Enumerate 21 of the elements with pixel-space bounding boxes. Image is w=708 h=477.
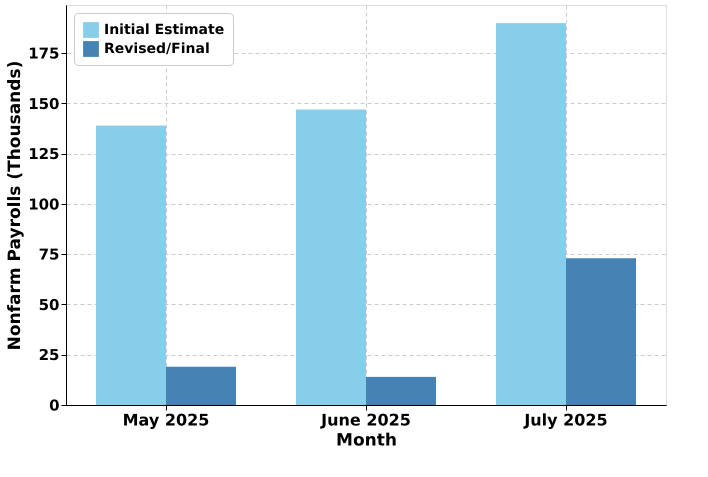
legend-label: Initial Estimate bbox=[104, 22, 224, 38]
x-tick-label: July 2025 bbox=[523, 410, 608, 430]
x-axis-title: Month bbox=[336, 430, 397, 450]
bar bbox=[166, 366, 236, 405]
y-tick-label: 25 bbox=[38, 346, 60, 364]
y-tick-label: 75 bbox=[38, 246, 60, 264]
bar bbox=[366, 376, 436, 405]
y-axis-title: Nonfarm Payrolls (Thousands) bbox=[5, 60, 26, 350]
y-tick-label: 0 bbox=[49, 396, 60, 414]
y-tick-label: 50 bbox=[38, 296, 60, 314]
y-tick-label: 100 bbox=[28, 195, 60, 214]
legend-label: Revised/Final bbox=[104, 41, 210, 57]
y-tick-label: 175 bbox=[28, 44, 60, 63]
x-tick-label: June 2025 bbox=[320, 410, 411, 430]
y-tick-label: 150 bbox=[28, 94, 60, 113]
bar bbox=[496, 23, 566, 405]
bar bbox=[296, 110, 366, 405]
bar bbox=[566, 258, 636, 405]
y-tick-label: 125 bbox=[28, 145, 60, 164]
bar bbox=[96, 126, 166, 405]
x-tick-label: May 2025 bbox=[122, 410, 210, 430]
